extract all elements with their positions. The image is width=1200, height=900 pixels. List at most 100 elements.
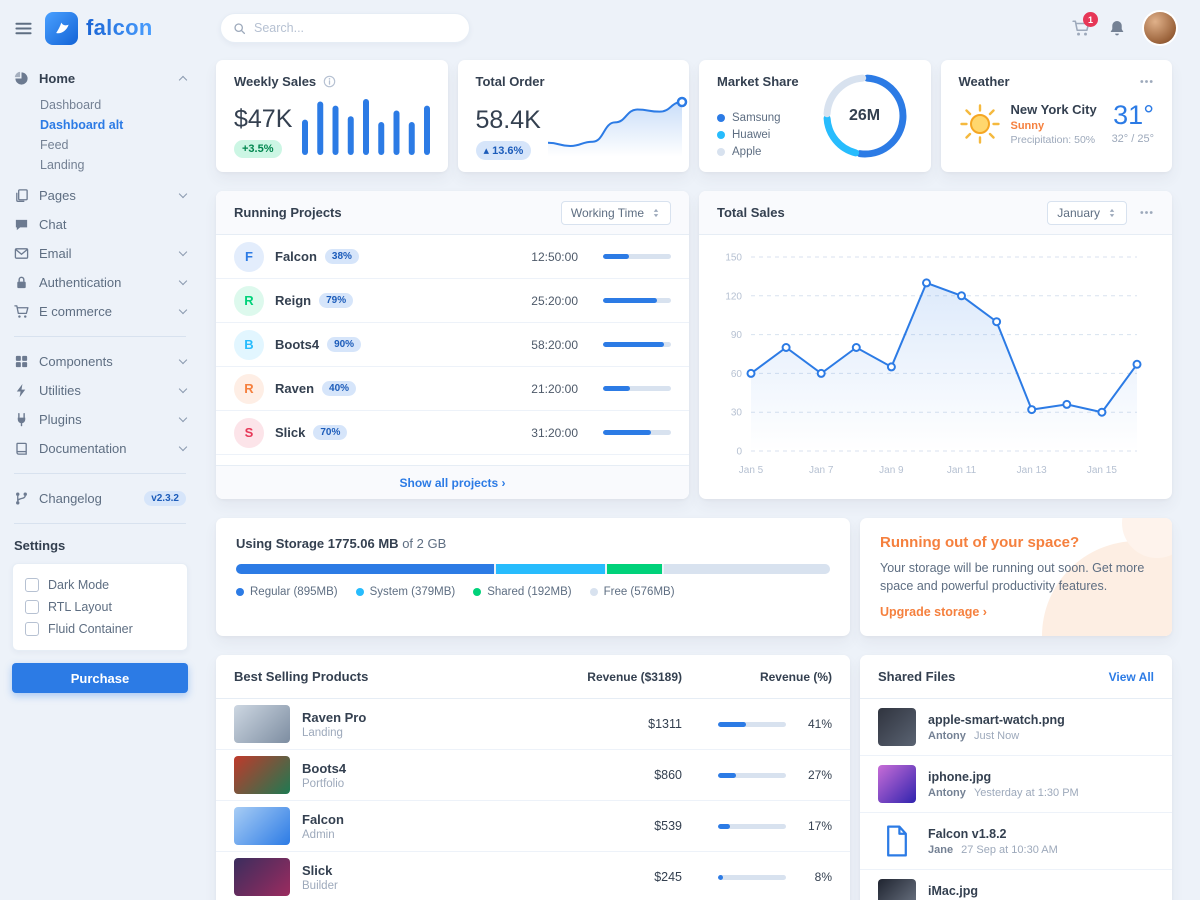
storage-legend-item: System (379MB) xyxy=(355,586,455,598)
product-thumbnail[interactable] xyxy=(234,807,290,845)
weather-high-low: 32° / 25° xyxy=(1111,133,1154,145)
revenue-progress xyxy=(718,823,786,829)
more-icon[interactable] xyxy=(1139,74,1154,89)
upgrade-storage-link[interactable]: Upgrade storage › xyxy=(880,605,987,620)
rtl-layout-checkbox[interactable] xyxy=(25,600,39,614)
dark-mode-checkbox[interactable] xyxy=(25,578,39,592)
storage-segment xyxy=(606,564,663,574)
product-thumbnail[interactable] xyxy=(234,705,290,743)
sidebar-item-plugins[interactable]: Plugins xyxy=(0,405,200,434)
search-input[interactable] xyxy=(254,21,457,35)
sort-arrows-icon xyxy=(1107,207,1117,219)
legend-dot xyxy=(589,588,598,596)
brand-logo[interactable]: falcon xyxy=(45,11,153,45)
project-percent-badge: 90% xyxy=(327,337,362,352)
select-value: January xyxy=(1057,205,1100,220)
file-name[interactable]: Falcon v1.8.2 xyxy=(928,826,1007,841)
sidebar-item-pages[interactable]: Pages xyxy=(0,181,200,210)
file-thumbnail[interactable] xyxy=(878,765,916,803)
sidebar-item-authentication[interactable]: Authentication xyxy=(0,268,200,297)
fluid-container-checkbox[interactable] xyxy=(25,622,39,636)
legend-item: Apple xyxy=(717,146,799,158)
product-category[interactable]: Landing xyxy=(302,726,343,739)
sidebar-item-feed[interactable]: Feed xyxy=(40,138,69,152)
product-category[interactable]: Builder xyxy=(302,879,338,892)
project-name[interactable]: Falcon xyxy=(275,249,317,264)
running-projects-title: Running Projects xyxy=(234,205,342,220)
revenue-progress xyxy=(718,874,786,880)
project-time: 31:20:00 xyxy=(531,425,578,440)
sidebar-item-email[interactable]: Email xyxy=(0,239,200,268)
sidebar-item-utilities[interactable]: Utilities xyxy=(0,376,200,405)
book-icon xyxy=(14,441,29,456)
cart-badge: 1 xyxy=(1083,12,1098,27)
storage-legend: Regular (895MB) System (379MB) Shared (192… xyxy=(236,586,830,598)
file-row: Falcon v1.8.2 Jane 27 Sep at 10:30 AM xyxy=(860,813,1172,870)
falcon-logo-icon xyxy=(45,11,78,45)
file-thumbnail[interactable] xyxy=(878,879,916,900)
svg-text:Jan 7: Jan 7 xyxy=(809,465,834,476)
sidebar-item-chat[interactable]: Chat xyxy=(0,210,200,239)
show-all-projects-link[interactable]: Show all projects › xyxy=(399,476,506,490)
project-row: R Reign 79% 25:20:00 xyxy=(216,279,689,323)
project-name[interactable]: Slick xyxy=(275,425,306,440)
legend-dot xyxy=(236,588,244,596)
view-all-link[interactable]: View All xyxy=(1108,669,1154,684)
product-category[interactable]: Admin xyxy=(302,828,335,841)
storage-card: Using Storage 1775.06 MB of 2 GB Regular… xyxy=(216,518,850,636)
market-share-card: Market Share Samsung Huawei xyxy=(699,60,931,172)
checkbox-label: Fluid Container xyxy=(48,622,133,636)
weather-title: Weather xyxy=(958,74,1010,89)
code-branch-icon xyxy=(14,491,29,506)
running-projects-card: Running Projects Working Time F Falcon 3… xyxy=(216,191,689,499)
notifications-bell-icon[interactable] xyxy=(1108,19,1126,37)
month-select[interactable]: January xyxy=(1047,200,1127,225)
menu-toggle-icon[interactable] xyxy=(14,19,33,38)
product-thumbnail[interactable] xyxy=(234,756,290,794)
file-owner: Jane xyxy=(928,843,954,856)
product-name[interactable]: Slick xyxy=(302,862,333,878)
sidebar-item-documentation[interactable]: Documentation xyxy=(0,434,200,463)
storage-segment xyxy=(664,564,830,574)
storage-used: 1775.06 MB xyxy=(327,536,399,551)
best-selling-title: Best Selling Products xyxy=(234,669,369,684)
product-name[interactable]: Boots4 xyxy=(302,760,347,776)
file-name[interactable]: apple-smart-watch.png xyxy=(928,712,1065,727)
chevron-up-icon xyxy=(178,75,188,85)
project-name[interactable]: Boots4 xyxy=(275,337,320,352)
sidebar-item-changelog[interactable]: Changelog v2.3.2 xyxy=(0,484,200,513)
info-icon[interactable] xyxy=(323,75,336,88)
sidebar-item-home[interactable]: Home xyxy=(0,64,200,93)
user-avatar[interactable] xyxy=(1144,12,1176,44)
topbar: falcon 1 xyxy=(0,0,1200,56)
file-name[interactable]: iphone.jpg xyxy=(928,769,992,784)
sidebar-item-ecommerce[interactable]: E commerce xyxy=(0,297,200,326)
file-name[interactable]: iMac.jpg xyxy=(928,883,979,898)
product-category[interactable]: Portfolio xyxy=(302,777,345,790)
project-name[interactable]: Reign xyxy=(275,293,312,308)
sidebar-item-dashboard-alt[interactable]: Dashboard alt xyxy=(40,118,124,132)
product-thumbnail[interactable] xyxy=(234,858,290,896)
purchase-button[interactable]: Purchase xyxy=(12,663,188,693)
cart-button[interactable]: 1 xyxy=(1072,12,1098,37)
sidebar-divider xyxy=(14,336,186,337)
file-thumbnail[interactable] xyxy=(878,708,916,746)
project-avatar: F xyxy=(234,241,264,272)
product-name[interactable]: Raven Pro xyxy=(302,709,367,725)
file-icon[interactable] xyxy=(878,822,916,860)
file-timestamp: Yesterday at 1:30 PM xyxy=(973,786,1079,799)
sidebar-item-components[interactable]: Components xyxy=(0,347,200,376)
product-name[interactable]: Falcon xyxy=(302,811,344,827)
search-box xyxy=(220,13,470,43)
file-row: iphone.jpg Antony Yesterday at 1:30 PM xyxy=(860,756,1172,813)
total-sales-card: Total Sales January 0 30 60 90 120 150 Jan 5 Ja… xyxy=(699,191,1172,499)
sidebar-item-dashboard[interactable]: Dashboard xyxy=(40,98,102,112)
project-name[interactable]: Raven xyxy=(275,381,315,396)
product-row: Slick Builder $245 8% xyxy=(216,852,850,900)
more-icon[interactable] xyxy=(1139,205,1154,220)
sidebar-item-landing[interactable]: Landing xyxy=(40,158,85,172)
weekly-sales-title: Weekly Sales xyxy=(234,74,317,89)
product-row: Boots4 Portfolio $860 27% xyxy=(216,750,850,801)
legend-item: Huawei xyxy=(717,129,799,141)
working-time-select[interactable]: Working Time xyxy=(560,200,671,225)
